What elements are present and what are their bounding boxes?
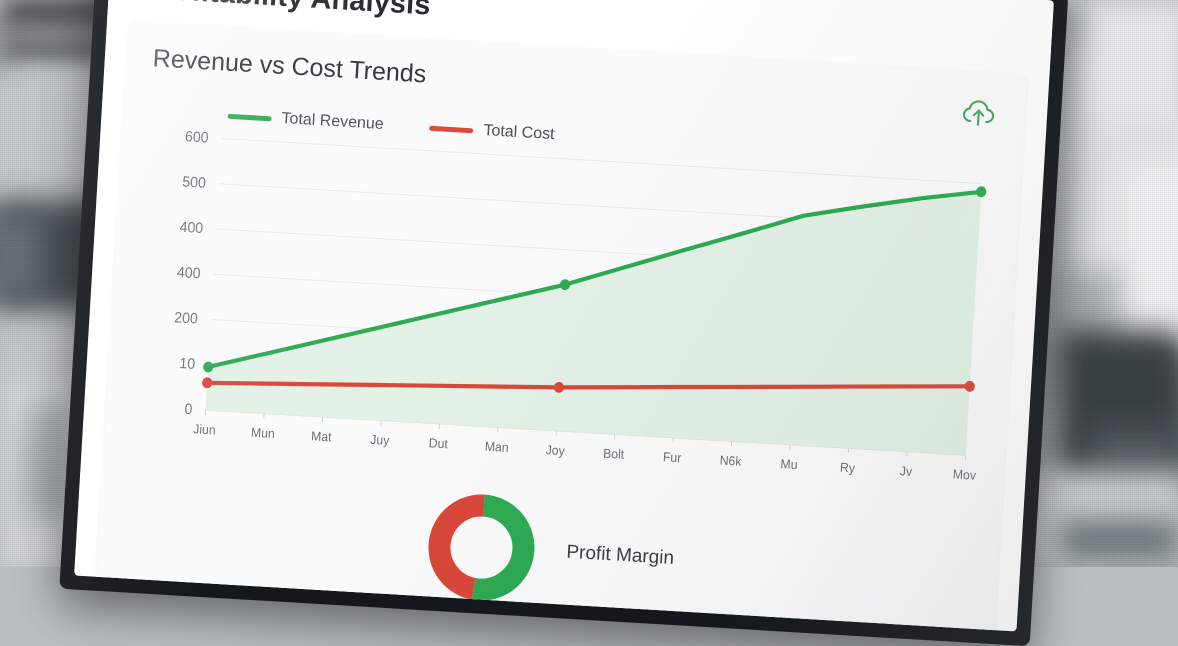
x-axis-tick: Dut [428,436,448,452]
legend-label-revenue: Total Revenue [281,110,384,134]
card-title: Revenue vs Cost Trends [152,44,427,89]
y-axis-tick: 10 [179,356,196,373]
y-axis-tick: 200 [174,310,199,328]
y-axis-tick: 500 [182,174,207,192]
monitor-screen: Profitability Analysis Revenue vs Cost T… [74,0,1054,631]
x-axis-tick: Bolt [603,446,625,462]
legend-label-cost: Total Cost [483,122,555,144]
monitor-bezel: Profitability Analysis Revenue vs Cost T… [59,0,1068,646]
x-axis-tick: Jv [899,464,913,479]
x-axis-tick: Fur [663,450,682,465]
x-axis-tick: Jiun [193,422,216,438]
x-axis-tick: Mu [780,457,798,472]
legend-item-total-cost[interactable]: Total Cost [429,119,555,144]
legend-swatch-revenue-icon [227,113,271,121]
cloud-upload-icon [961,96,997,131]
x-axis-tick: Mat [311,429,333,445]
x-axis-tick: Ry [840,460,856,475]
donut-segment-margin[interactable] [474,505,526,592]
x-axis-tick: Juy [370,432,391,448]
y-axis-tick: 400 [179,219,204,237]
x-axis-tick: Mun [251,425,276,441]
legend-swatch-cost-icon [429,125,473,133]
profit-margin-label: Profit Margin [566,542,675,570]
x-axis-tick: Mov [952,467,977,483]
y-axis-tick: 600 [185,129,210,147]
revenue-cost-card: Revenue vs Cost Trends Total Revenue [95,21,1027,632]
y-axis-tick: 400 [176,265,201,283]
y-axis-tick: 0 [184,401,193,418]
cloud-upload-button[interactable] [958,92,1000,134]
donut-segment-remainder[interactable] [437,503,484,589]
x-axis-tick: Man [484,439,509,455]
x-axis-tick: N6k [719,453,742,469]
profit-margin-donut[interactable] [419,485,544,610]
x-axis-tick: Joy [545,443,566,459]
